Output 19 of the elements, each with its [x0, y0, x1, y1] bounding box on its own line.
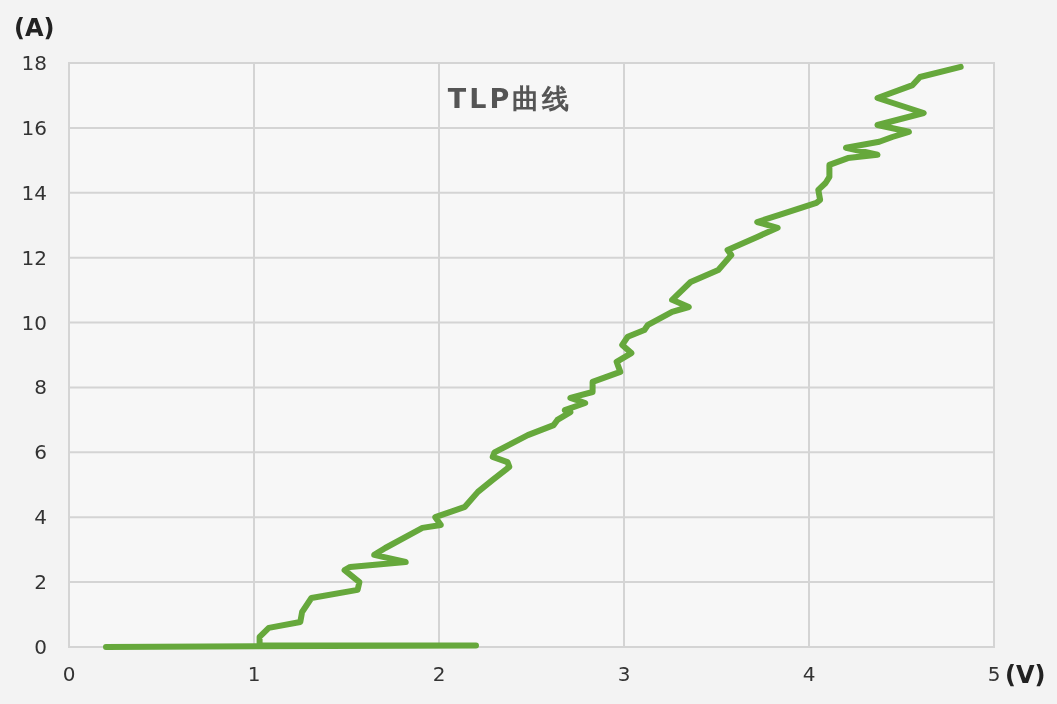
x-tick-label: 2	[432, 662, 446, 686]
y-tick-label: 14	[21, 180, 47, 205]
text: TLP曲线	[447, 83, 573, 114]
x-tick-label: 1	[247, 662, 261, 686]
y-tick-label: 18	[21, 51, 47, 75]
x-tick-label: 3	[617, 662, 631, 686]
y-tick-label: 12	[21, 245, 47, 270]
y-axis-title: (A)	[14, 14, 55, 42]
y-tick-label: 6	[34, 440, 47, 465]
y-tick-label: 10	[21, 310, 47, 335]
y-tick-label: 0	[34, 635, 47, 659]
x-tick-label: 4	[802, 662, 816, 686]
x-axis-title: (V)	[1005, 661, 1046, 689]
y-tick-label: 16	[21, 115, 47, 140]
y-tick-label: 4	[34, 505, 47, 530]
y-tick-label: 8	[34, 375, 47, 400]
x-tick-label: 5	[987, 662, 1001, 686]
y-tick-label: 2	[34, 570, 47, 595]
x-tick-label: 0	[62, 662, 76, 686]
